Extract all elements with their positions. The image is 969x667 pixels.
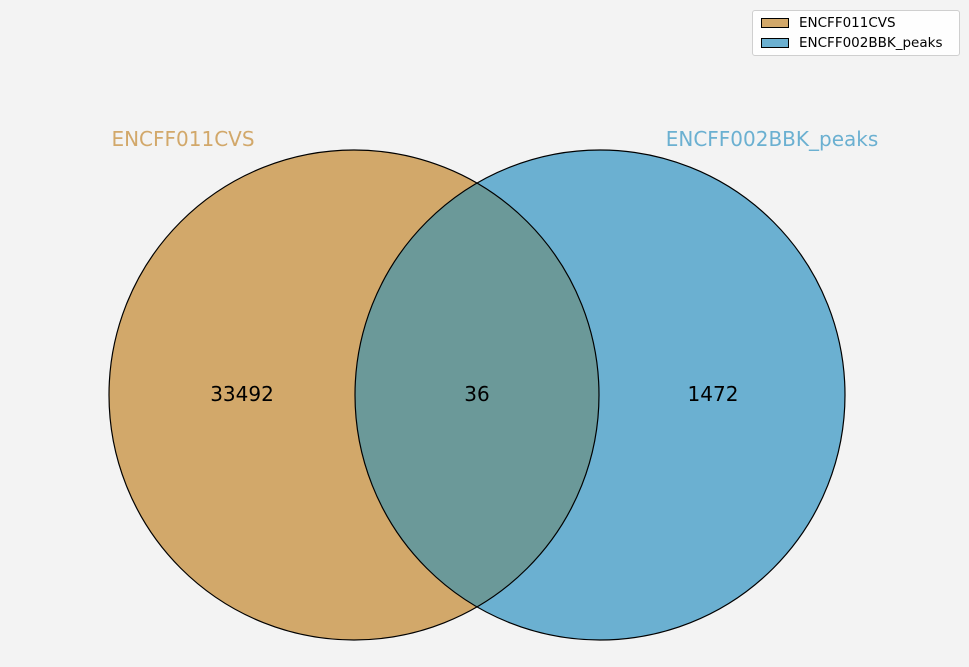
set-b-title: ENCFF002BBK_peaks (666, 127, 879, 151)
legend: ENCFF011CVS ENCFF002BBK_peaks (752, 10, 960, 56)
legend-label-set-b: ENCFF002BBK_peaks (799, 35, 943, 51)
set-b-only-count: 1472 (688, 382, 739, 406)
intersection-region (355, 150, 599, 640)
set-b-outline (354, 149, 846, 641)
set-a-outline (108, 149, 600, 641)
legend-label-set-a: ENCFF011CVS (799, 15, 896, 31)
legend-swatch-set-a (761, 18, 789, 28)
set-a-title: ENCFF011CVS (111, 127, 254, 151)
legend-item-set-a: ENCFF011CVS (761, 15, 896, 31)
intersection-count: 36 (464, 382, 489, 406)
set-a-only-count: 33492 (210, 382, 274, 406)
legend-item-set-b: ENCFF002BBK_peaks (761, 35, 942, 51)
legend-swatch-set-b (761, 38, 789, 48)
